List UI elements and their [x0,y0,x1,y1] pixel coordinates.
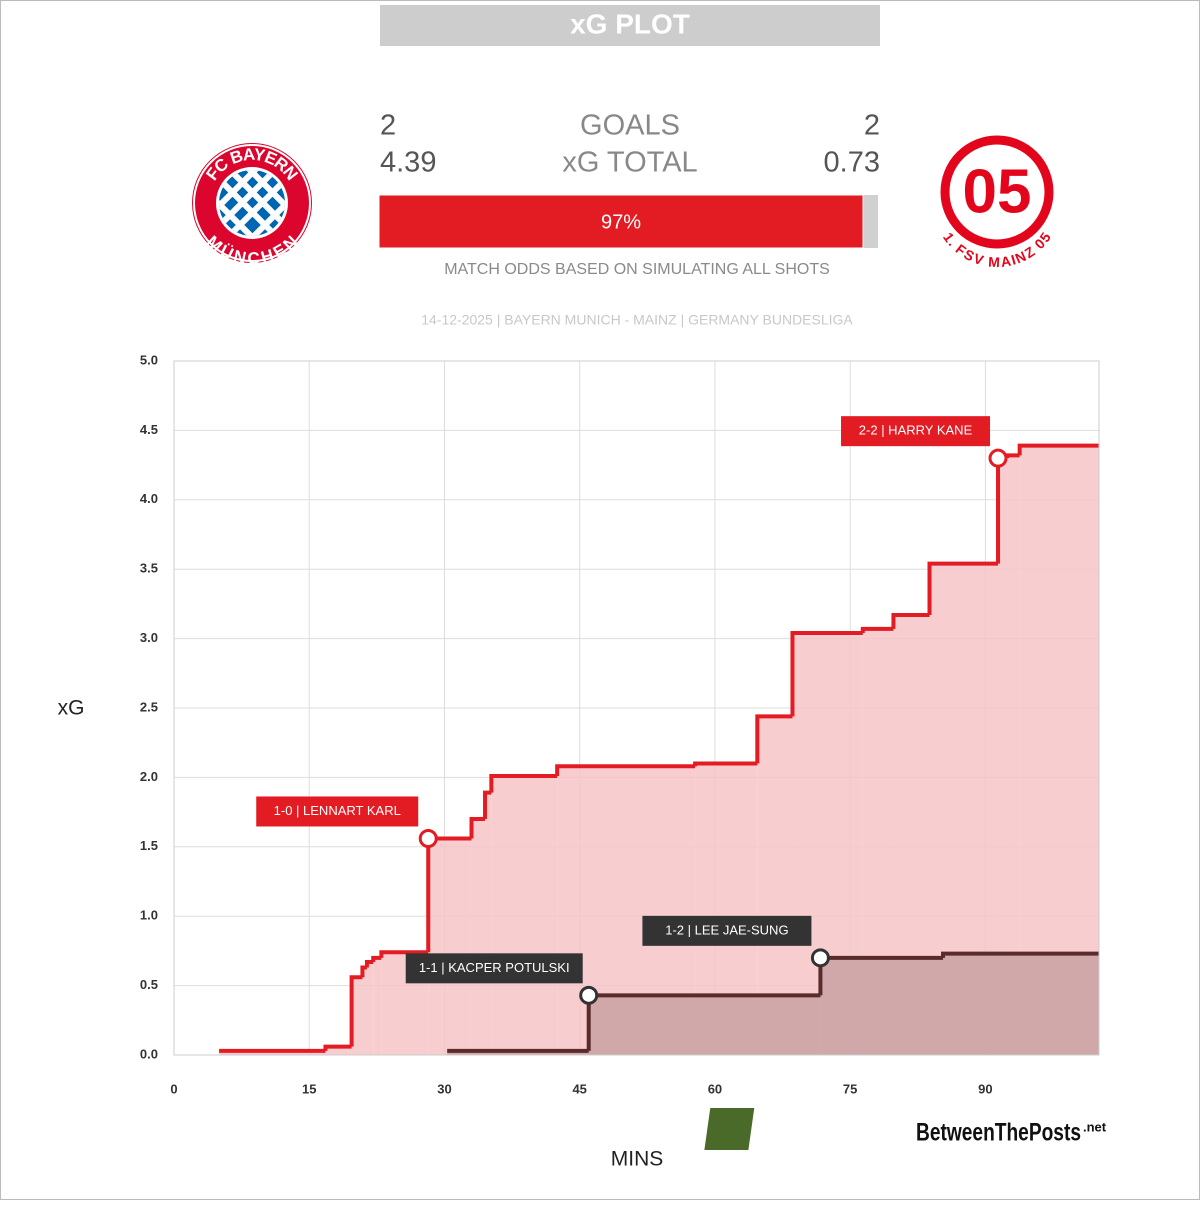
area-step [447,1050,589,1055]
lines [219,443,1099,1053]
x-tick-label: 90 [978,1081,992,1096]
goals-label: GOALS [580,110,680,142]
logo-diamonds [219,170,285,236]
line-step [941,951,1099,958]
line-step [927,561,999,616]
area-step [362,967,367,1055]
logo-center [219,170,285,236]
area-step [485,792,492,1055]
title: xG PLOT [570,8,690,39]
annotation-text: 1-0 | LENNART KARL [274,803,401,818]
odds-caption: MATCH ODDS BASED ON SIMULATING ALL SHOTS [444,261,830,278]
watermark-logo-box [704,1108,755,1150]
area-step [325,1046,352,1055]
y-tick-label: 0.0 [140,1046,158,1061]
watermark-site: BetweenThePosts [916,1119,1081,1147]
y-tick-label: 4.0 [140,491,158,506]
goal-marker [418,828,438,848]
logo-monogram: 05 [963,157,1032,226]
xg-label: xG TOTAL [562,147,697,179]
plot: 0.0 0.5 1.0 1.5 2.0 2.5 3.0 3.5 4.0 4.5 5.0 0 15 30 45… [140,352,1100,1096]
x-tick-label: 60 [708,1081,722,1096]
annotation-box [405,953,583,984]
match-info: 14-12-2025 | BAYERN MUNICH - MAINZ | GER… [421,312,853,328]
line-step [371,955,382,963]
y-tick-label: 4.5 [140,422,158,437]
watermark: BTP BetweenThePosts .net [704,1108,1107,1150]
x-axis-label: MINS [611,1148,664,1171]
line-step [693,761,758,767]
annotation-box [841,416,991,447]
x-tick-label: 75 [843,1081,857,1096]
area-step [943,953,1099,1055]
area-step [491,776,558,1055]
line-step [860,626,894,634]
y-tick-label: 2.5 [140,699,158,714]
line-step [469,817,486,839]
area-step [219,1050,326,1055]
x-tick-label: 0 [170,1081,177,1096]
odds-bar: 97% [378,194,878,249]
odds-home [378,194,864,249]
logo-ring [940,135,1054,249]
annotation-text: 1-2 | LEE JAE-SUNG [665,922,788,937]
annotation-box [256,796,419,827]
annotation-box [642,915,812,946]
y-tick-label: 1.5 [140,838,158,853]
line-step [555,764,696,777]
annotation-text: 2-2 | HARRY KANE [859,423,973,438]
area-step [373,957,382,1055]
area-step [428,838,472,1055]
away-goals: 2 [864,110,880,142]
y-tick-label: 5.0 [140,352,158,367]
area-step [588,995,821,1055]
line-step [1017,443,1099,456]
watermark-tld: .net [1083,1119,1107,1134]
area-step [1007,455,1020,1055]
home-goals: 2 [380,110,396,142]
watermark-logo: BTP [853,1118,893,1140]
y-tick-label: 0.5 [140,977,158,992]
y-tick-label: 3.5 [140,561,158,576]
home-logo: FC BAYERN MÜNCHEN [192,143,312,268]
x-tick-label: 30 [437,1081,451,1096]
plot-border [173,360,1100,1056]
away-xg: 0.73 [824,147,880,179]
y-tick-label: 2.0 [140,769,158,784]
x-tick-label: 45 [572,1081,586,1096]
line-step [323,1044,352,1051]
title-bar [380,5,880,46]
area-step [351,977,363,1055]
y-tick-label: 1.0 [140,908,158,923]
y-axis-label: xG [58,697,85,720]
home-xg: 4.39 [380,147,436,179]
line-step [349,975,363,1047]
line-step [790,631,863,717]
logo-ring [193,144,311,262]
goal-marker [988,448,1008,468]
line-step [379,950,429,958]
area-step [366,962,374,1055]
line-step [755,714,793,764]
goal-marker [579,985,599,1005]
line-step [489,774,558,793]
area-step [820,957,944,1055]
area-step [471,819,486,1055]
odds-label: 97% [601,211,641,233]
goal-marker [810,948,830,968]
line-step [891,613,930,629]
y-tick-label: 3.0 [140,630,158,645]
area-step [998,458,1008,1055]
line-step [483,790,492,820]
annotation-text: 1-1 | KACPER POTULSKI [419,960,570,975]
x-tick-label: 15 [302,1081,316,1096]
line-step [364,960,374,968]
